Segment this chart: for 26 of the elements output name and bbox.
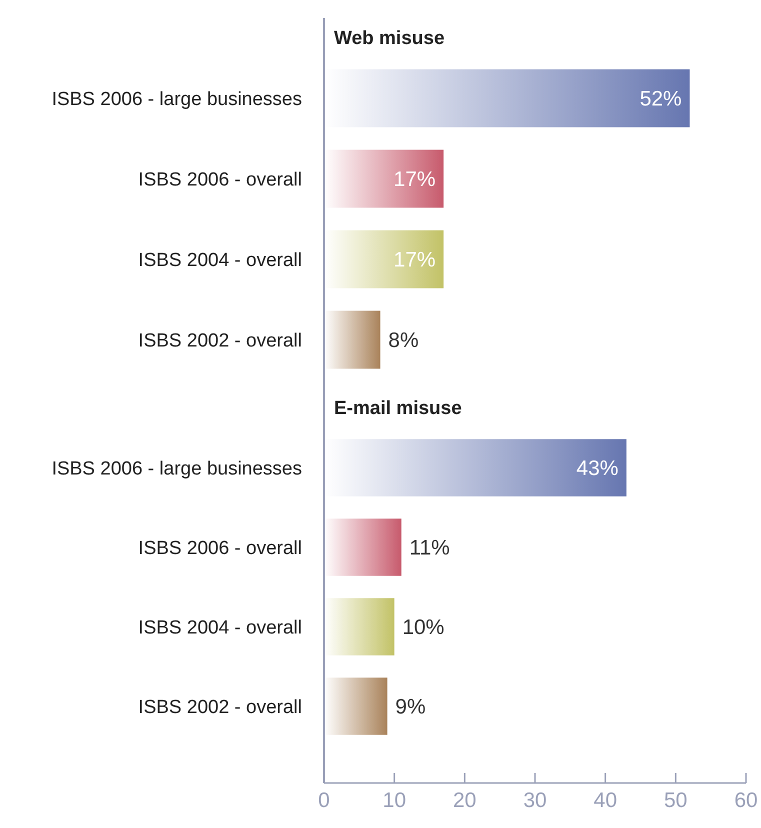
data-label: 10% (402, 616, 444, 640)
x-tick-label: 0 (318, 789, 330, 812)
x-tick-label: 30 (523, 789, 547, 812)
data-label: 11% (409, 536, 450, 560)
text: E-mail misuse (334, 398, 462, 419)
x-tick-label: 50 (664, 789, 688, 812)
y-tick-label: ISBS 2006 - overall (138, 169, 302, 190)
data-label: 17% (394, 248, 436, 272)
data-label: 17% (394, 168, 436, 192)
x-tick-label: 10 (382, 789, 406, 812)
data-label: 9% (395, 696, 426, 719)
x-tick-label: 40 (594, 789, 618, 812)
y-tick-label: ISBS 2004 - overall (138, 250, 302, 271)
y-tick-label: ISBS 2002 - overall (138, 330, 302, 352)
data-label: 52% (640, 88, 682, 111)
bar (324, 678, 388, 735)
y-tick-label: ISBS 2004 - overall (138, 617, 302, 638)
y-tick-label: ISBS 2002 - overall (138, 696, 302, 718)
y-tick-label: ISBS 2006 - overall (138, 538, 302, 559)
data-label: 43% (576, 457, 618, 480)
x-tick-label: 20 (452, 789, 476, 812)
y-tick-label: ISBS 2006 - large businesses (52, 88, 302, 110)
x-tick-label: 60 (734, 789, 758, 812)
data-label: 8% (388, 329, 419, 352)
y-tick-label: ISBS 2006 - large businesses (52, 458, 302, 480)
text: Web misuse (334, 28, 445, 49)
